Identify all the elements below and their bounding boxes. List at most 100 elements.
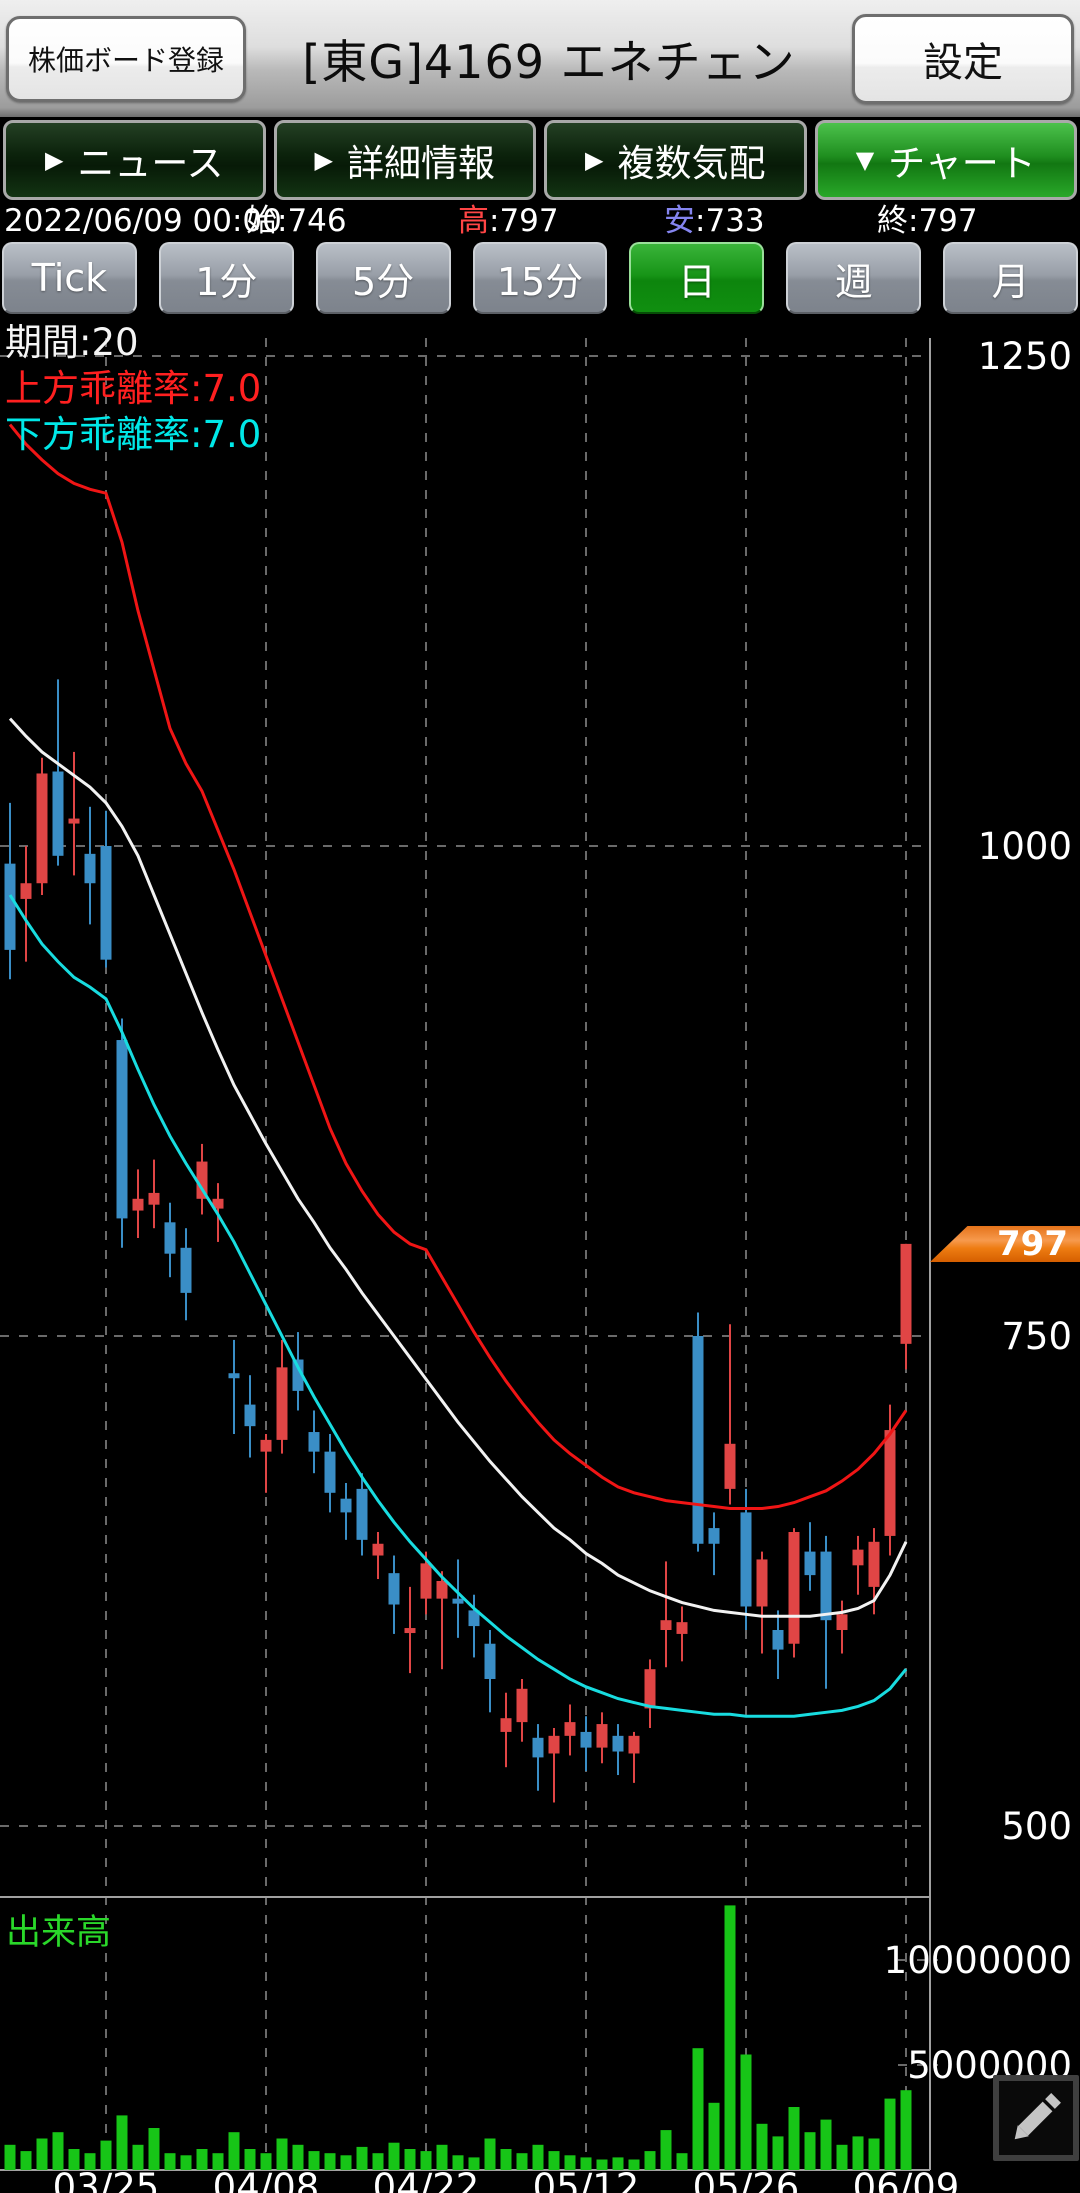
candle xyxy=(356,1488,368,1540)
price-gridlines xyxy=(0,355,930,1827)
candle xyxy=(292,1359,304,1391)
candle xyxy=(500,1718,512,1732)
candle xyxy=(180,1247,192,1293)
chart-datetime: 2022/06/09 00:00 xyxy=(4,203,282,239)
moving-average-line xyxy=(8,717,908,1618)
candle xyxy=(484,1643,496,1679)
tab-label: 詳細情報 xyxy=(346,142,495,185)
pencil-icon xyxy=(1014,2093,1061,2140)
candle xyxy=(196,1161,208,1199)
candle xyxy=(100,846,112,960)
legend-lower-deviation: 下方乖離率:7.0 xyxy=(5,413,262,456)
candle xyxy=(228,1373,240,1379)
candle xyxy=(820,1551,832,1621)
candle xyxy=(612,1735,624,1752)
tab-news[interactable]: ▶ ニュース xyxy=(3,120,266,200)
tab-label: ニュース xyxy=(77,142,224,185)
candle xyxy=(4,863,16,950)
candle xyxy=(548,1735,560,1754)
candle xyxy=(676,1622,688,1634)
triangle-right-icon: ▶ xyxy=(44,146,64,174)
candle xyxy=(52,771,64,856)
candle xyxy=(468,1610,480,1627)
candle xyxy=(564,1722,576,1736)
timeframe-daily-button[interactable]: 日 xyxy=(629,242,765,314)
candle xyxy=(452,1598,464,1604)
date-axis-labels: 03/25 04/08 04/22 05/12 05/26 06/09 xyxy=(53,2166,960,2193)
lower-envelope-line xyxy=(8,894,908,1718)
candle xyxy=(804,1551,816,1576)
timeframe-15min-button[interactable]: 15分 xyxy=(472,242,608,314)
date-axis-label: 04/22 xyxy=(373,2166,480,2193)
legend-period: 期間:20 xyxy=(5,321,139,364)
candle xyxy=(116,1040,128,1219)
timeframe-weekly-button[interactable]: 週 xyxy=(786,242,922,314)
candle xyxy=(756,1559,768,1607)
candle xyxy=(516,1688,528,1723)
candle xyxy=(660,1620,672,1630)
price-axis-label: 1250 xyxy=(978,335,1072,378)
date-axis-label: 06/09 xyxy=(853,2166,960,2193)
close-value: 終:797 xyxy=(877,203,978,239)
vertical-gridlines xyxy=(105,338,907,2170)
candle xyxy=(436,1581,448,1599)
candle xyxy=(68,818,80,824)
upper-envelope-line xyxy=(8,423,908,1510)
nav-tabs: ▶ ニュース ▶ 詳細情報 ▶ 複数気配 ▼ チャート xyxy=(0,120,1080,200)
candle xyxy=(212,1198,224,1209)
timeframe-5min-button[interactable]: 5分 xyxy=(315,242,451,314)
candle xyxy=(692,1336,704,1544)
candle xyxy=(148,1192,160,1205)
date-axis-label: 05/26 xyxy=(693,2166,800,2193)
candle xyxy=(132,1198,144,1211)
candle xyxy=(900,1243,912,1344)
tab-chart[interactable]: ▼ チャート xyxy=(814,120,1077,200)
register-board-button[interactable]: 株価ボード登録 xyxy=(6,15,246,102)
volume-axis-label: 10000000 xyxy=(884,1939,1072,1982)
candle xyxy=(324,1451,336,1493)
tab-order-book[interactable]: ▶ 複数気配 xyxy=(544,120,807,200)
timeframe-tick-button[interactable]: Tick xyxy=(2,242,137,314)
last-price-tag: 797 xyxy=(930,1226,1080,1262)
candle xyxy=(244,1404,256,1427)
candle xyxy=(868,1541,880,1587)
timeframe-1min-button[interactable]: 1分 xyxy=(158,242,294,314)
volume-panel-title: 出来高 xyxy=(6,1913,112,1953)
candle xyxy=(596,1724,608,1748)
candle xyxy=(20,883,32,899)
timeframe-monthly-button[interactable]: 月 xyxy=(943,242,1079,314)
triangle-right-icon: ▶ xyxy=(314,146,333,174)
candle xyxy=(772,1630,784,1650)
triangle-down-icon: ▼ xyxy=(855,146,875,174)
settings-button[interactable]: 設定 xyxy=(852,13,1074,104)
candle xyxy=(164,1222,176,1254)
open-value: 始:746 xyxy=(246,203,347,239)
candle xyxy=(404,1628,416,1634)
low-value: 安:733 xyxy=(664,203,765,239)
candle xyxy=(388,1573,400,1605)
volume-bars xyxy=(4,1905,912,2170)
candles xyxy=(4,679,912,1803)
candle xyxy=(260,1439,272,1452)
candle xyxy=(308,1432,320,1452)
candle xyxy=(276,1367,288,1440)
price-axis-label: 750 xyxy=(1001,1315,1072,1358)
chart-area: 1250 1000 750 500 10000000 5000000 03/25 04/08 0… xyxy=(0,318,1080,2193)
tab-detail-info[interactable]: ▶ 詳細情報 xyxy=(273,120,536,200)
candle xyxy=(724,1443,736,1489)
candle xyxy=(628,1735,640,1754)
ohlc-bar: 2022/06/09 00:00 始:746 高:797 安:733 終:797 xyxy=(0,202,1080,240)
price-axis-label: 1000 xyxy=(978,825,1072,868)
edit-drawing-button[interactable] xyxy=(993,2075,1079,2161)
candle xyxy=(708,1528,720,1544)
candle xyxy=(852,1549,864,1566)
candle xyxy=(884,1430,896,1536)
header: 株価ボード登録 [東G]4169 エネチェン 設定 xyxy=(0,0,1080,117)
date-axis-label: 03/25 xyxy=(53,2166,160,2193)
candle xyxy=(740,1512,752,1607)
triangle-right-icon: ▶ xyxy=(585,146,604,174)
candle xyxy=(532,1737,544,1758)
page-title: [東G]4169 エネチェン xyxy=(302,34,796,89)
